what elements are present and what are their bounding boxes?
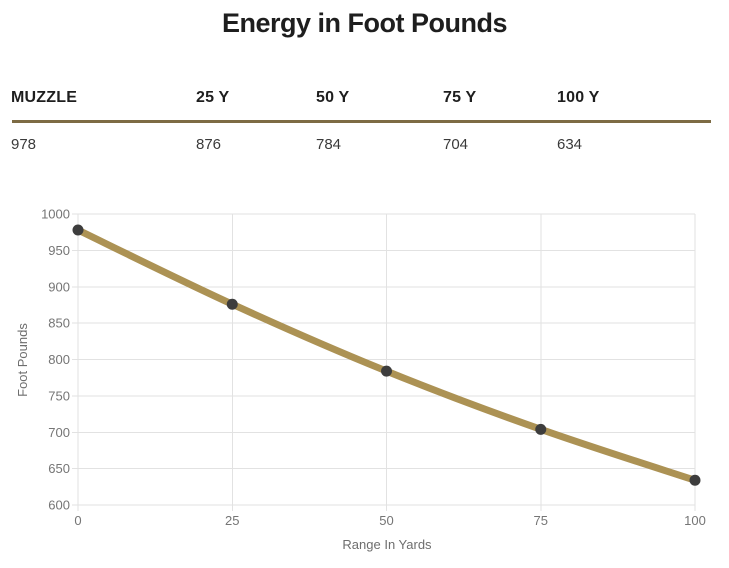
chart-point [535, 423, 547, 435]
chart-point [226, 298, 238, 310]
header-cell-muzzle: MUZZLE [11, 89, 78, 106]
value-cell-100y: 634 [557, 136, 583, 153]
y-tick-label: 750 [48, 388, 70, 403]
value-cell-muzzle: 978 [11, 136, 37, 153]
y-tick-label: 700 [48, 425, 70, 440]
table-value-row: 978 876 784 704 634 [11, 136, 717, 154]
x-tick-label: 100 [684, 513, 706, 528]
value-cell-75y: 704 [443, 136, 469, 153]
chart-series [72, 224, 701, 486]
page-title: Energy in Foot Pounds [222, 8, 508, 38]
x-tick-label: 0 [74, 513, 81, 528]
y-tick-label: 800 [48, 352, 70, 367]
y-tick-label: 950 [48, 243, 70, 258]
value-cell-25y: 876 [196, 136, 222, 153]
header-cell-25y: 25 Y [196, 89, 230, 106]
x-tick-label: 25 [225, 513, 239, 528]
y-tick-label: 650 [48, 461, 70, 476]
ballistics-table: MUZZLE 25 Y 50 Y 75 Y 100 Y 978 876 784 … [11, 88, 717, 154]
y-axis-title: Foot Pounds [15, 323, 30, 397]
energy-chart: 600 650 700 750 800 850 900 950 1000 0 25 50 75 100 F… [0, 190, 729, 562]
x-tick-label: 75 [534, 513, 548, 528]
chart-point [689, 474, 701, 486]
y-tick-label: 600 [48, 498, 70, 513]
header-cell-100y: 100 Y [557, 89, 600, 106]
y-tick-label: 1000 [41, 207, 70, 222]
x-axis-title: Range In Yards [342, 537, 432, 552]
x-tick-label: 50 [379, 513, 393, 528]
chart-point [381, 365, 392, 377]
chart-svg: 600 650 700 750 800 850 900 950 1000 0 25 50 75 100 F… [15, 207, 706, 553]
table-header-row: MUZZLE 25 Y 50 Y 75 Y 100 Y [11, 88, 717, 108]
chart-tick-labels: 600 650 700 750 800 850 900 950 1000 0 25 50 75 100 [41, 207, 706, 529]
y-tick-label: 900 [48, 279, 70, 294]
value-cell-50y: 784 [316, 136, 342, 153]
table-divider [12, 120, 711, 123]
header-cell-75y: 75 Y [443, 89, 477, 106]
header-cell-50y: 50 Y [316, 89, 350, 106]
y-tick-label: 850 [48, 316, 70, 331]
chart-grid [72, 213, 696, 511]
chart-point [72, 224, 84, 236]
